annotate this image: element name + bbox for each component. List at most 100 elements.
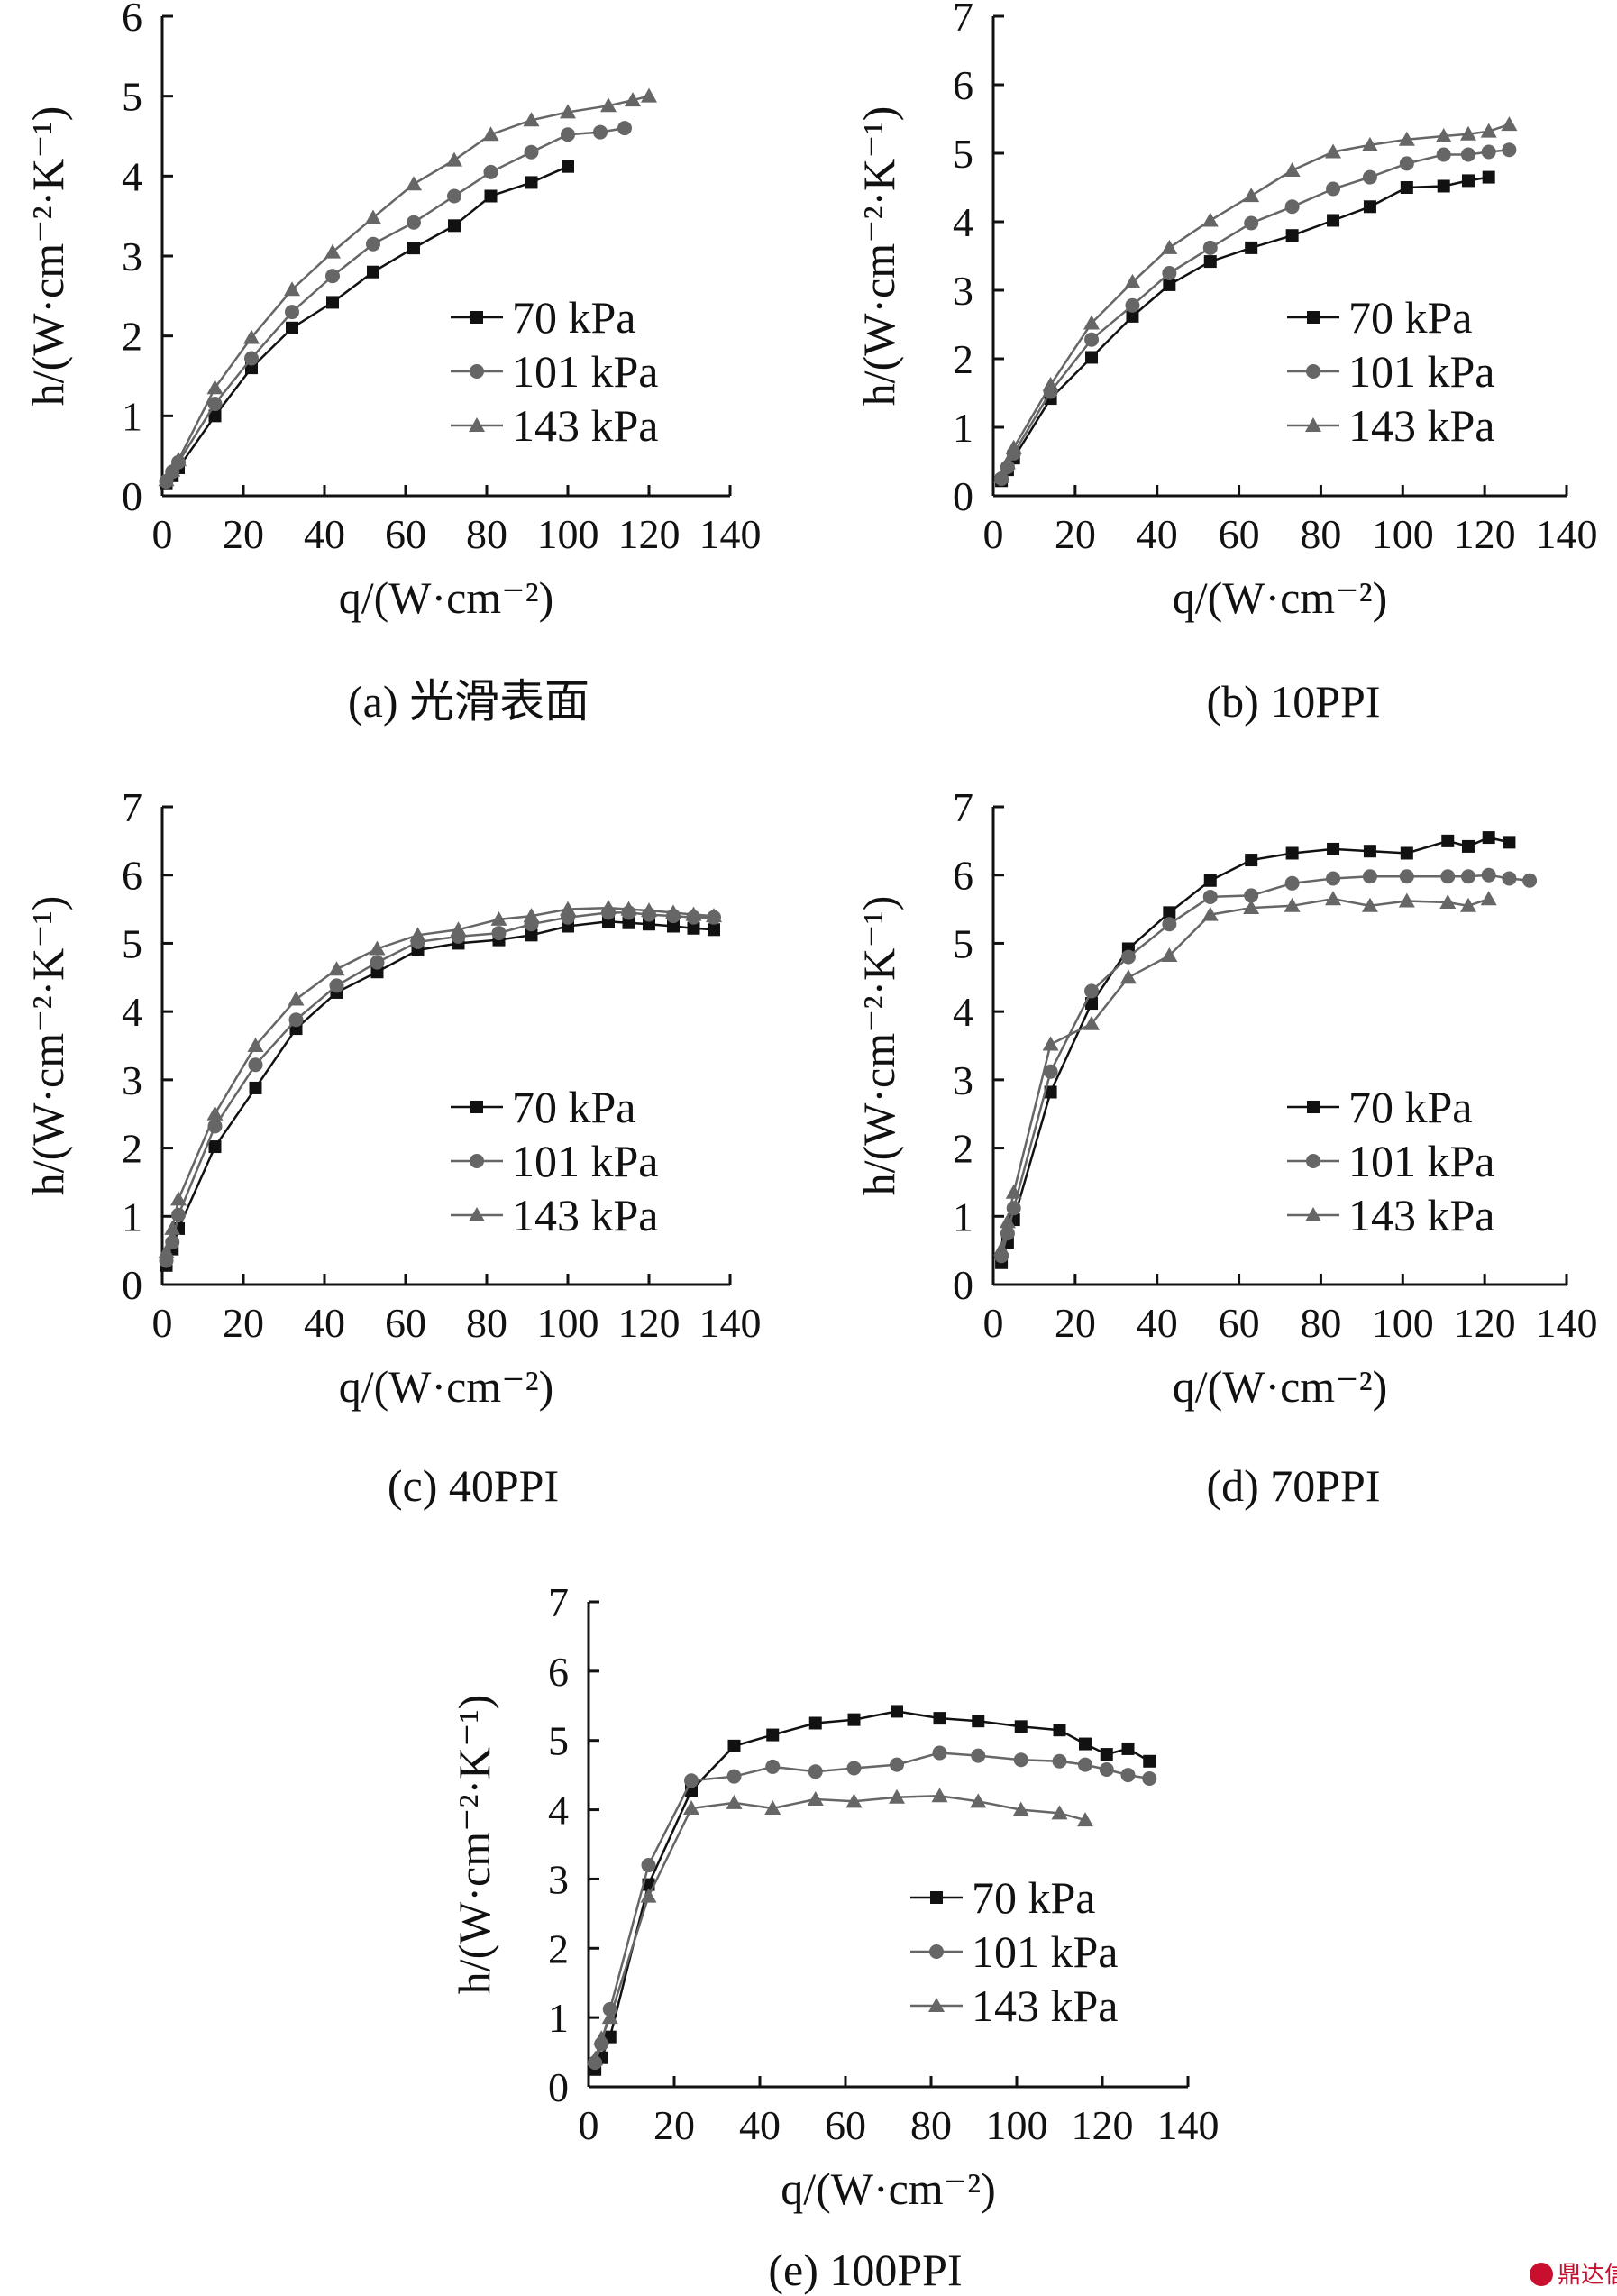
y-tick-label: 7 [953,0,973,40]
chart-panel-3: 0 20 40 60 80 100 120 140 0 1 2 3 4 5 6 7 q/(W·cm⁻²) h/(W… [23,784,762,1511]
data-point [170,1191,187,1206]
y-tick-label: 0 [548,2064,569,2110]
data-point [1326,181,1341,197]
data-point [1121,1742,1135,1755]
y-tick-label: 4 [122,989,142,1035]
data-point [208,1140,222,1154]
x-tick-label: 140 [699,511,762,557]
data-point [1482,831,1495,845]
data-point [1461,839,1475,853]
data-point [561,127,575,142]
data-point [447,188,461,204]
data-point [560,104,576,119]
y-axis-label: h/(W·cm⁻²·K⁻¹) [23,106,73,407]
y-tick-label: 4 [953,989,973,1035]
x-tick-label: 20 [223,1300,264,1346]
watermark: 鼎达信 [1530,2262,1617,2289]
data-point [1043,1064,1058,1079]
x-tick-label: 120 [1072,2102,1134,2148]
data-point [685,906,702,921]
x-tick-label: 40 [739,2102,781,2148]
x-tick-label: 80 [466,1300,507,1346]
legend-entry: 143 kPa [512,400,659,451]
y-tick-label: 0 [122,473,142,519]
y-tick-label: 6 [953,62,973,108]
y-tick-label: 5 [548,1718,569,1764]
x-tick-label: 20 [1055,511,1096,557]
data-point [1051,1805,1068,1820]
data-point [1361,136,1378,151]
data-point [1398,131,1415,146]
series-143-kpa [587,1788,1093,2066]
data-point [1120,949,1136,965]
x-tick-label: 80 [910,2102,952,2148]
data-point [601,2009,618,2025]
y-tick-label: 5 [122,74,142,120]
data-point [1085,351,1099,364]
data-point [665,904,681,919]
y-tick-label: 3 [122,233,142,279]
y-axis-label: h/(W·cm⁻²·K⁻¹) [854,106,904,407]
data-point [593,2030,610,2045]
data-point [524,144,539,160]
legend-marker [1307,311,1320,324]
x-tick-label: 100 [537,1300,599,1346]
data-point [1161,947,1178,963]
data-point [1501,116,1518,132]
data-point [482,126,499,142]
data-point [687,921,700,935]
data-point [932,1745,947,1761]
data-point [1013,1752,1028,1768]
legend-entry: 70 kPa [1348,1082,1473,1132]
data-point [620,901,637,916]
data-point [640,1888,657,1903]
data-point [1243,900,1260,915]
data-point [1285,846,1299,860]
y-tick-label: 2 [953,1126,973,1172]
legend-marker [1307,1101,1320,1113]
data-point [1362,169,1377,185]
y-tick-label: 3 [953,1057,973,1103]
x-tick-label: 80 [466,511,507,557]
data-point [684,1773,699,1788]
data-point [1325,891,1342,906]
data-point [407,215,421,230]
data-point [1083,315,1101,330]
data-point [1285,229,1299,242]
y-tick-label: 0 [122,1262,142,1308]
x-tick-label: 100 [986,2102,1048,2148]
data-point [1399,869,1414,884]
panel-caption: (a) 光滑表面 [348,676,589,727]
x-tick-label: 0 [152,511,173,557]
data-point [1042,1036,1059,1051]
data-point [206,380,224,395]
data-point [450,921,467,937]
data-point [1481,867,1496,883]
data-point [490,910,507,926]
data-point [1398,892,1415,908]
data-point [1078,1757,1092,1772]
panel-caption: (e) 100PPI [768,2245,962,2295]
x-tick-label: 20 [1055,1300,1096,1346]
x-tick-label: 20 [223,511,264,557]
data-point [1459,897,1476,912]
legend-marker [928,1998,945,2012]
data-point [247,1038,264,1052]
data-point [1005,439,1022,454]
y-tick-label: 5 [953,920,973,966]
data-point [1460,147,1475,162]
data-point [243,329,260,344]
data-point [244,351,259,366]
data-point [1077,1812,1093,1827]
data-point [683,1800,699,1816]
data-point [560,901,576,916]
legend-marker [469,1207,485,1221]
data-point [369,940,386,956]
data-point [1052,1753,1067,1769]
data-point [407,242,420,255]
data-point [1363,200,1376,214]
data-point [1480,891,1497,906]
x-tick-label: 40 [1137,1300,1178,1346]
